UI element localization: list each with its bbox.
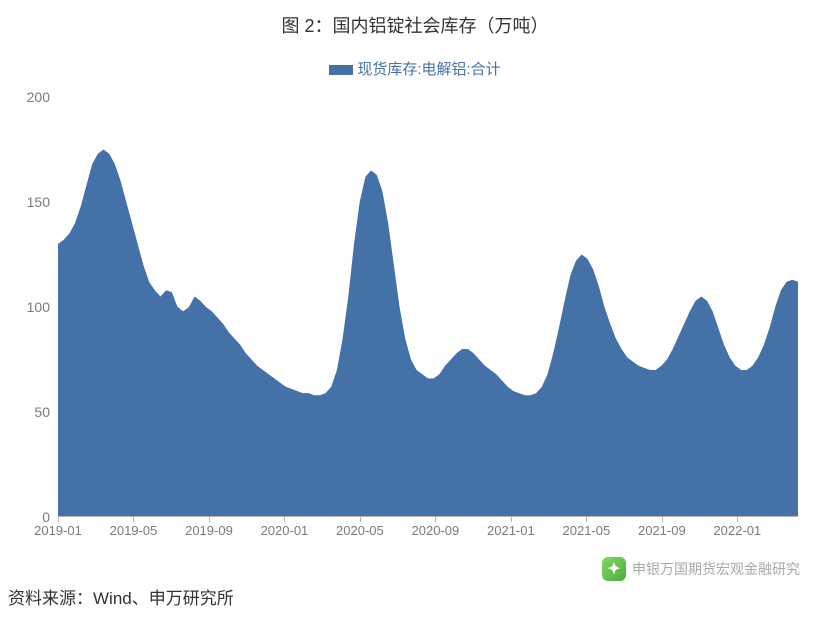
chart-legend: 现货库存:电解铝:合计 — [0, 58, 830, 79]
x-tick-mark — [662, 517, 663, 522]
watermark: ✦ 申银万国期货宏观金融研究 — [602, 557, 800, 581]
y-tick-label: 200 — [27, 89, 50, 105]
x-tick-label: 2019-01 — [34, 523, 82, 538]
x-tick-label: 2019-09 — [185, 523, 233, 538]
x-tick-label: 2019-05 — [110, 523, 158, 538]
chart-title: 图 2：国内铝锭社会库存（万吨） — [0, 0, 830, 38]
chart-plot-area: 2019-012019-052019-092020-012020-052020-… — [58, 97, 798, 517]
x-tick-label: 2021-09 — [638, 523, 686, 538]
x-tick-mark — [58, 517, 59, 522]
x-tick-label: 2020-05 — [336, 523, 384, 538]
x-tick-label: 2022-01 — [713, 523, 761, 538]
y-tick-label: 100 — [27, 299, 50, 315]
y-tick-label: 50 — [34, 404, 50, 420]
x-tick-mark — [586, 517, 587, 522]
legend-marker — [329, 65, 353, 75]
x-tick-mark — [209, 517, 210, 522]
x-tick-label: 2021-05 — [563, 523, 611, 538]
x-tick-mark — [284, 517, 285, 522]
legend-label: 现货库存:电解铝:合计 — [357, 61, 500, 78]
x-tick-label: 2021-01 — [487, 523, 535, 538]
y-tick-label: 150 — [27, 194, 50, 210]
x-tick-mark — [511, 517, 512, 522]
x-tick-label: 2020-01 — [261, 523, 309, 538]
area-series — [58, 97, 798, 517]
x-tick-mark — [435, 517, 436, 522]
source-text: 资料来源：Wind、申万研究所 — [8, 584, 234, 609]
x-tick-mark — [360, 517, 361, 522]
x-axis-ticks: 2019-012019-052019-092020-012020-052020-… — [58, 517, 798, 547]
wechat-icon: ✦ — [602, 557, 626, 581]
x-tick-mark — [133, 517, 134, 522]
x-tick-mark — [737, 517, 738, 522]
watermark-text: 申银万国期货宏观金融研究 — [632, 559, 800, 579]
y-tick-label: 0 — [42, 509, 50, 525]
x-tick-label: 2020-09 — [412, 523, 460, 538]
